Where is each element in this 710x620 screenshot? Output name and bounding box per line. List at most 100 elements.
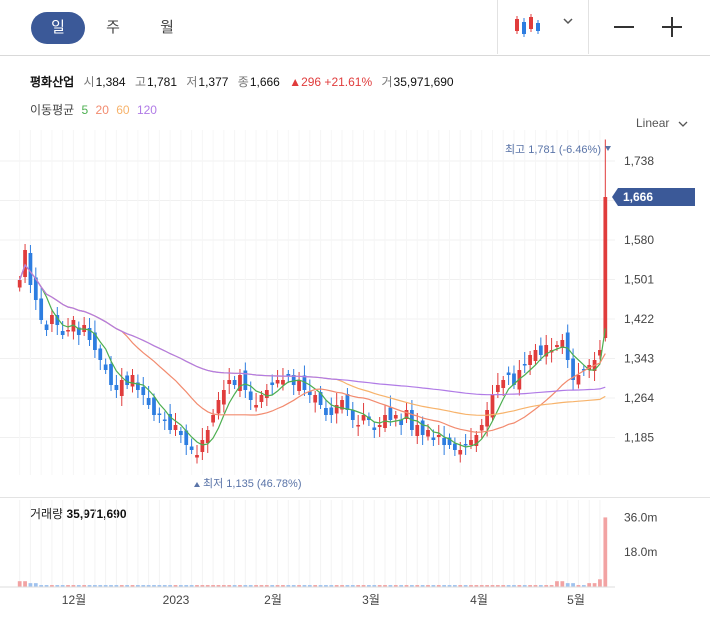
candle-body — [157, 413, 162, 415]
candle-body — [297, 380, 301, 391]
scale-label: Linear — [636, 116, 670, 130]
volume-bar — [318, 585, 323, 587]
volume-tick-label: 18.0m — [624, 545, 657, 559]
volume-bar — [415, 585, 420, 587]
candle-body — [324, 408, 328, 415]
moving-average-legend: 이동평균 5 20 60 120 — [30, 101, 161, 118]
volume-bar — [178, 585, 183, 587]
candle-body — [232, 380, 237, 385]
volume-bar — [463, 585, 468, 587]
candle-body — [571, 358, 575, 380]
volume-bar — [506, 585, 511, 587]
volume-bar — [259, 585, 264, 587]
tab-day[interactable]: 일 — [31, 12, 85, 44]
volume-bar — [136, 585, 140, 587]
volume-bar — [221, 585, 226, 587]
chevron-down-icon[interactable] — [562, 15, 574, 27]
volume-chart[interactable]: 36.0m 18.0m 12월 2023 2월 3월 4월 5월 — [0, 500, 710, 620]
candle-body — [211, 415, 215, 423]
change-value: ▲296 +21.61% — [289, 75, 373, 89]
candle-body — [463, 444, 468, 446]
quote-summary: 평화산업 시1,384 고1,781 저1,377 종1,666 ▲296 +2… — [30, 73, 460, 90]
volume-bar — [528, 585, 532, 587]
candle-body — [598, 350, 602, 356]
candle-body — [560, 340, 565, 348]
ma-120[interactable]: 120 — [136, 103, 157, 117]
volume-bar — [168, 585, 173, 587]
candle-body — [361, 415, 366, 421]
candle-body — [393, 415, 398, 419]
candle-body — [216, 400, 221, 414]
volume-title-label: 거래량 — [30, 507, 64, 521]
candle-body — [544, 345, 549, 357]
candle-body — [522, 364, 527, 366]
close-label: 종 — [237, 75, 249, 89]
toolbar: 일 주 월 — [0, 0, 710, 56]
candle-body — [103, 364, 108, 370]
candle-body — [109, 364, 113, 385]
high-marker-icon — [605, 146, 611, 151]
volume-bar — [512, 585, 516, 587]
volume-bar — [93, 585, 97, 587]
candle-body — [485, 410, 489, 427]
candle-body — [340, 400, 344, 410]
volume-bar — [50, 585, 54, 587]
candle-body — [318, 392, 323, 405]
candle-body — [221, 390, 226, 405]
candle-body — [60, 331, 65, 335]
volume-bar — [517, 585, 522, 587]
volume-bar — [334, 585, 339, 587]
tab-week[interactable]: 주 — [106, 19, 120, 36]
ma20-line — [19, 263, 606, 433]
volume-bar — [442, 585, 447, 587]
ma60-line — [19, 263, 606, 416]
volume-bar — [587, 583, 592, 587]
volume-bar — [33, 583, 38, 587]
tab-month[interactable]: 월 — [160, 19, 174, 36]
volume-bar — [238, 585, 242, 587]
volume-bar — [200, 585, 205, 587]
candle-body — [254, 405, 258, 408]
volume-bar — [345, 585, 350, 587]
volume-bar — [436, 585, 441, 587]
volume-bar — [377, 585, 382, 587]
candle-body — [603, 197, 608, 338]
x-tick-label: 2023 — [163, 593, 190, 607]
ma-60[interactable]: 60 — [116, 103, 130, 117]
volume-bar — [157, 585, 162, 587]
candle-body — [458, 450, 463, 455]
volume-bar — [125, 585, 130, 587]
volume-bar — [426, 585, 430, 587]
volume-bar — [495, 585, 500, 587]
open-value: 1,384 — [95, 75, 126, 89]
candlestick-chart-icon[interactable] — [512, 13, 542, 39]
candle-body — [93, 332, 97, 350]
volume-bar — [490, 585, 495, 587]
pane-divider — [0, 497, 710, 498]
volume-bar — [39, 585, 44, 587]
zoom-out-button[interactable] — [614, 26, 634, 28]
volume-bar — [227, 585, 232, 587]
high-value: 1,781 — [146, 75, 178, 89]
ma-5[interactable]: 5 — [81, 103, 89, 117]
volume-bar — [581, 585, 586, 587]
volume-bar — [479, 585, 484, 587]
price-chart[interactable]: 1,738 1,580 1,501 1,422 1,343 1,264 1,185 1,666… — [0, 130, 710, 495]
volume-bar — [232, 585, 237, 587]
y-tick-label: 1,343 — [624, 352, 654, 366]
ma-20[interactable]: 20 — [95, 103, 109, 117]
volume-bar — [243, 585, 248, 587]
x-tick-label: 2월 — [264, 593, 282, 607]
candle-body — [377, 425, 382, 427]
candle-body — [114, 385, 119, 390]
candle-body — [39, 298, 44, 320]
last-price-label: 1,666 — [623, 190, 653, 204]
candle-body — [415, 425, 420, 436]
candle-body — [345, 394, 350, 410]
volume-bar — [469, 585, 473, 587]
scale-toggle[interactable]: Linear — [636, 116, 689, 130]
candle-body — [281, 380, 285, 385]
candle-body — [275, 380, 280, 384]
candle-body — [528, 355, 532, 365]
candle-body — [501, 380, 506, 388]
